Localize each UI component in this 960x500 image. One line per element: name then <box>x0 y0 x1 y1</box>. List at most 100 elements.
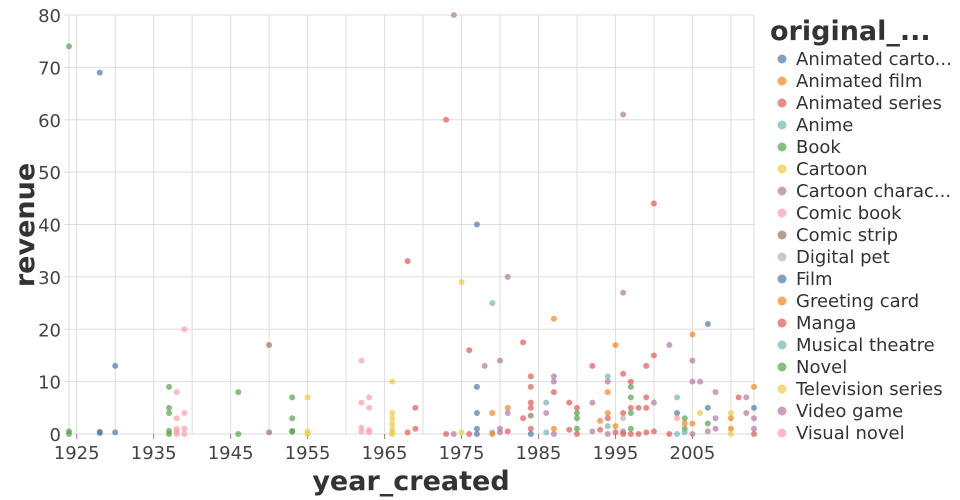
data-point <box>458 429 465 436</box>
legend-item: Video game <box>777 401 903 422</box>
data-point <box>681 420 688 427</box>
data-point <box>66 431 72 437</box>
y-tick-label: 0 <box>50 425 61 446</box>
data-point <box>235 389 242 396</box>
data-point <box>173 389 180 396</box>
data-point <box>573 404 580 411</box>
data-point <box>689 357 696 364</box>
data-point <box>550 389 557 396</box>
data-point <box>627 383 634 390</box>
data-point <box>358 357 365 364</box>
legend-symbol <box>777 76 787 86</box>
data-point <box>573 425 580 432</box>
data-point <box>481 362 488 369</box>
data-point <box>166 383 173 390</box>
data-point <box>543 399 550 406</box>
data-point <box>504 428 511 435</box>
data-point <box>712 415 719 422</box>
legend-item: Cartoon charac... <box>777 181 951 202</box>
data-point <box>289 415 296 422</box>
data-point <box>550 315 557 322</box>
legend-item: Manga <box>777 313 856 334</box>
legend-item: Animated series <box>777 93 942 114</box>
legend-label: Animated carto... <box>796 49 952 70</box>
data-point <box>604 373 611 380</box>
data-point <box>304 394 311 401</box>
data-point <box>620 370 627 377</box>
data-point <box>489 300 496 307</box>
legend-symbol <box>777 384 787 394</box>
data-point <box>604 410 611 417</box>
data-point <box>620 289 627 296</box>
data-point <box>751 425 757 432</box>
data-point <box>366 404 373 411</box>
legend-label: Digital pet <box>796 247 890 268</box>
data-point <box>527 425 534 432</box>
data-point <box>650 428 657 435</box>
x-tick-label: 1935 <box>131 443 177 464</box>
legend-item: Cartoon <box>777 159 868 180</box>
data-point <box>527 373 534 380</box>
data-point <box>181 410 188 417</box>
legend-item: Greeting card <box>777 291 919 312</box>
legend-item: Animated carto... <box>777 49 952 70</box>
data-point <box>704 404 711 411</box>
y-axis-title: revenue <box>10 163 41 287</box>
data-point <box>543 410 550 417</box>
legend-label: Visual novel <box>796 423 905 444</box>
data-point <box>96 429 103 436</box>
legend-symbol <box>777 142 787 152</box>
data-point <box>743 394 750 401</box>
data-point <box>96 69 103 76</box>
data-point <box>674 415 681 422</box>
data-point <box>266 429 273 436</box>
data-point <box>689 420 696 427</box>
data-point <box>604 389 611 396</box>
data-point <box>635 431 642 437</box>
legend-symbol <box>777 54 787 64</box>
data-points <box>66 12 757 437</box>
data-point <box>566 426 573 433</box>
legend-item: Novel <box>777 357 847 378</box>
data-point <box>404 429 411 436</box>
legend-item: Animated film <box>777 71 922 92</box>
data-point <box>550 378 557 385</box>
data-point <box>304 431 311 437</box>
data-point <box>389 378 396 385</box>
data-point <box>358 428 365 435</box>
data-point <box>650 200 657 207</box>
x-tick-label: 1925 <box>54 443 100 464</box>
x-tick-label: 1945 <box>208 443 254 464</box>
data-point <box>504 410 511 417</box>
y-tick-label: 50 <box>38 163 61 184</box>
data-point <box>473 431 480 437</box>
legend-label: Cartoon <box>796 159 868 180</box>
legend-label: Manga <box>796 313 856 334</box>
data-point <box>473 221 480 228</box>
data-point <box>620 431 627 437</box>
data-point <box>643 404 650 411</box>
legend-item: Digital pet <box>777 247 890 268</box>
data-point <box>389 431 396 437</box>
data-point <box>489 431 496 437</box>
data-point <box>589 362 596 369</box>
data-point <box>181 326 188 333</box>
data-point <box>520 339 527 346</box>
legend-label: Film <box>796 269 833 290</box>
data-point <box>689 331 696 338</box>
legend-label: Comic book <box>796 203 902 224</box>
data-point <box>627 425 634 432</box>
data-point <box>704 428 711 435</box>
x-tick-label: 1965 <box>362 443 408 464</box>
data-point <box>727 410 734 417</box>
data-point <box>627 410 634 417</box>
data-point <box>550 425 557 432</box>
legend-symbol <box>777 362 787 372</box>
data-point <box>643 394 650 401</box>
data-point <box>181 431 188 437</box>
x-axis-title: year_created <box>312 466 509 497</box>
legend-label: Book <box>796 137 841 158</box>
legend-item: Television series <box>777 379 943 400</box>
data-point <box>466 347 473 354</box>
data-point <box>497 429 504 436</box>
